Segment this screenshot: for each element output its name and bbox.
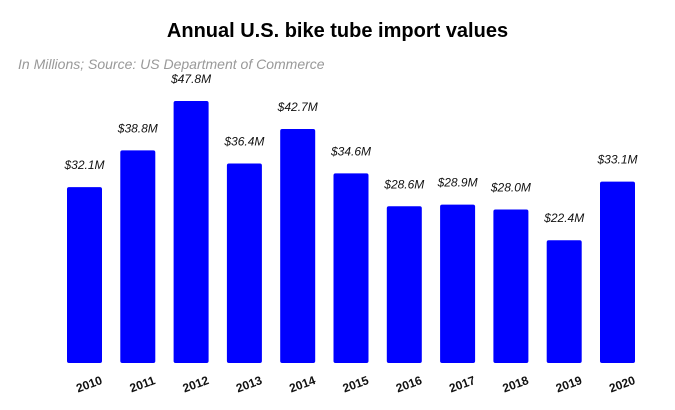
data-label-2013: $36.4M bbox=[223, 135, 264, 149]
data-label-2011: $38.8M bbox=[117, 121, 158, 135]
data-label-2014: $42.7M bbox=[277, 100, 318, 114]
x-tick-label-2010: 2010 bbox=[74, 373, 104, 395]
x-tick-label-2020: 2020 bbox=[607, 373, 637, 395]
data-label-2016: $28.6M bbox=[383, 177, 424, 191]
x-tick-label-2018: 2018 bbox=[501, 373, 531, 395]
bar-2012 bbox=[173, 101, 209, 363]
bar-2016 bbox=[386, 206, 422, 363]
x-tick-label-2015: 2015 bbox=[341, 373, 371, 395]
bar-2011 bbox=[120, 150, 156, 363]
x-tick-label-2013: 2013 bbox=[234, 373, 264, 395]
data-label-2010: $32.1M bbox=[63, 158, 104, 172]
x-tick-label-2017: 2017 bbox=[447, 373, 477, 395]
data-label-2019: $22.4M bbox=[543, 211, 584, 225]
bar-2018 bbox=[493, 209, 529, 363]
bar-2014 bbox=[280, 129, 316, 363]
chart-title: Annual U.S. bike tube import values bbox=[166, 20, 509, 42]
bar-2020 bbox=[600, 181, 635, 363]
data-label-2017: $28.9M bbox=[437, 176, 478, 190]
bar-2013 bbox=[226, 163, 262, 363]
bar-2010 bbox=[67, 187, 102, 363]
x-tick-label-2019: 2019 bbox=[554, 373, 584, 395]
bar-2017 bbox=[440, 204, 476, 363]
bar-2015 bbox=[333, 173, 369, 363]
x-tick-label-2014: 2014 bbox=[287, 373, 317, 395]
data-label-2018: $28.0M bbox=[490, 181, 531, 195]
data-label-2020: $33.1M bbox=[596, 153, 637, 167]
chart-subtitle: In Millions; Source: US Department of Co… bbox=[18, 56, 325, 72]
data-label-2012: $47.8M bbox=[170, 72, 211, 86]
data-label-2015: $34.6M bbox=[330, 144, 371, 158]
x-tick-label-2011: 2011 bbox=[128, 373, 158, 395]
x-tick-label-2012: 2012 bbox=[181, 373, 211, 395]
bar-2019 bbox=[546, 240, 582, 363]
x-tick-label-2016: 2016 bbox=[394, 373, 424, 395]
